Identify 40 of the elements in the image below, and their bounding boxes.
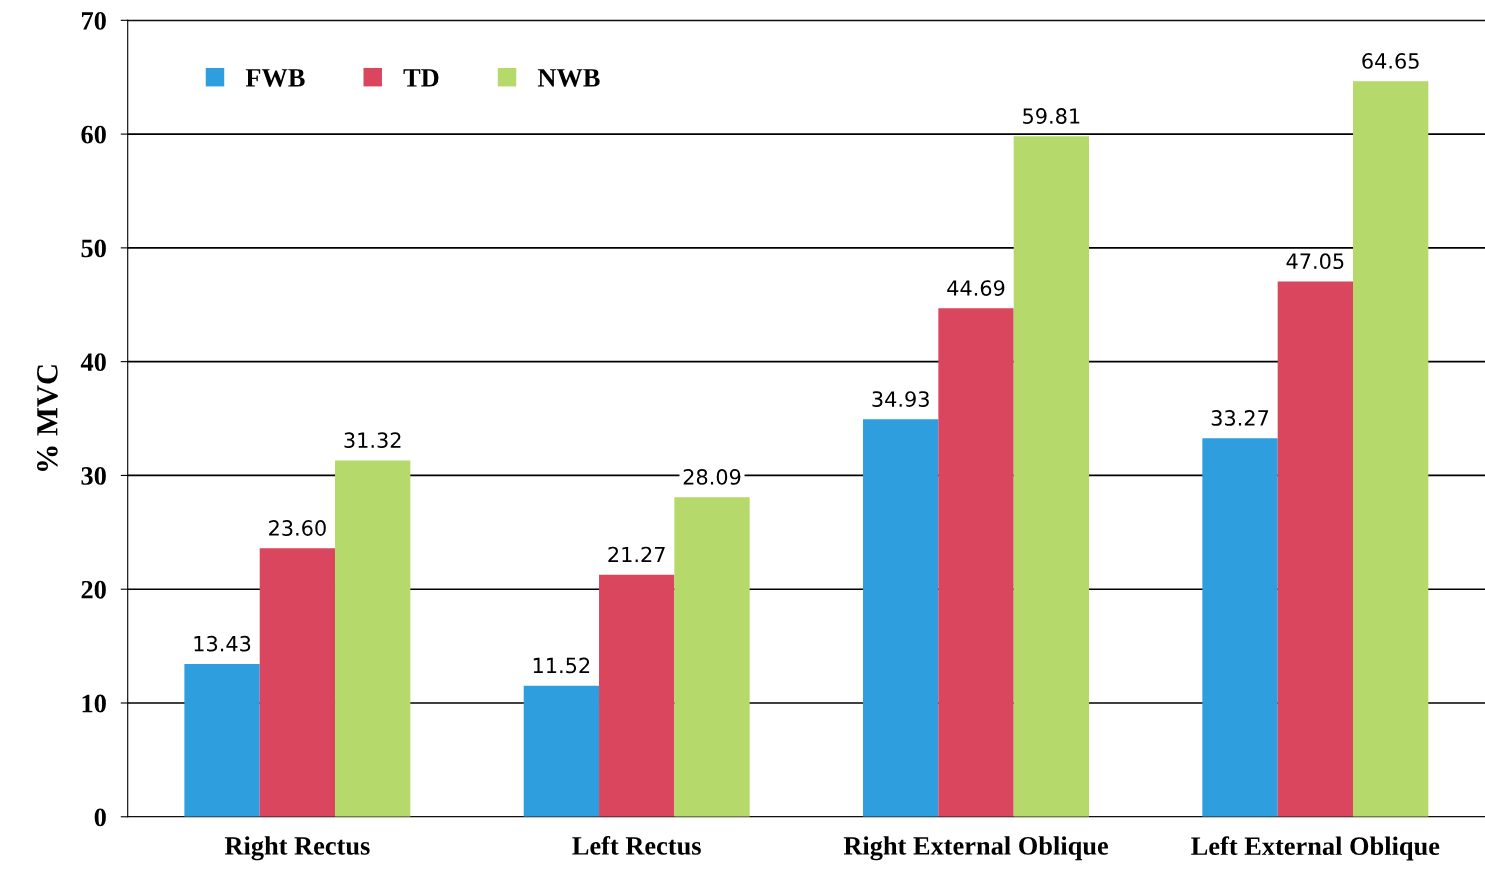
bar <box>1353 81 1429 817</box>
data-label: 64.65 <box>1362 53 1419 69</box>
y-tick-label: 30 <box>81 467 106 485</box>
legend-label: TD <box>403 69 439 87</box>
data-label: 33.27 <box>1211 410 1269 426</box>
bar <box>184 663 260 817</box>
x-tick-label: Right External Oblique <box>843 836 1109 861</box>
data-label: 23.60 <box>269 520 326 536</box>
data-label: 13.43 <box>194 635 251 652</box>
bar <box>523 685 600 817</box>
legend-label: FWB <box>245 69 305 87</box>
x-tick-label: Right Rectus <box>224 836 370 861</box>
data-label: 44.69 <box>947 280 1005 296</box>
y-tick-label: 40 <box>80 353 106 372</box>
bar <box>599 574 675 817</box>
data-label: 34.93 <box>872 391 929 407</box>
y-tick-label: 10 <box>82 694 106 713</box>
bar <box>1277 281 1353 817</box>
y-tick-label: 50 <box>81 239 106 258</box>
bar <box>674 497 750 817</box>
bar <box>1013 136 1090 817</box>
y-tick-label: 20 <box>81 580 106 599</box>
data-label: 21.27 <box>608 546 665 563</box>
data-label: 11.52 <box>533 657 590 674</box>
x-tick-label: Left Rectus <box>572 835 701 855</box>
y-tick-label: 70 <box>82 11 106 30</box>
data-label: 47.05 <box>1286 253 1344 270</box>
bar <box>863 419 939 817</box>
y-tick-label: 0 <box>94 808 106 827</box>
data-label: 59.81 <box>1023 108 1080 124</box>
data-label: 28.09 <box>683 469 741 485</box>
legend-label: NWB <box>537 69 600 87</box>
bar <box>1202 438 1278 817</box>
bar <box>335 460 411 817</box>
data-label: 31.32 <box>344 432 401 449</box>
y-axis-title: % MVC <box>36 365 58 471</box>
bar <box>938 308 1014 817</box>
y-tick-label: 60 <box>81 125 106 144</box>
x-tick-label: Left External Oblique <box>1191 836 1440 861</box>
bar <box>259 548 336 817</box>
